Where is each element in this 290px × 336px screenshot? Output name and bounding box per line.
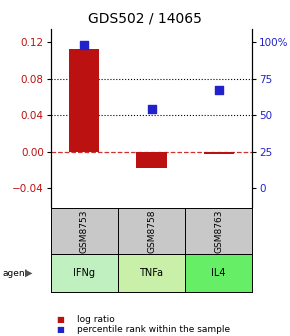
- Text: GDS502 / 14065: GDS502 / 14065: [88, 12, 202, 26]
- Point: [149, 107, 154, 112]
- Text: agent: agent: [3, 268, 29, 278]
- Text: ■: ■: [57, 316, 64, 324]
- Bar: [69, 49, 99, 152]
- Text: GSM8753: GSM8753: [80, 209, 89, 253]
- Point: [82, 42, 87, 48]
- Text: ■: ■: [57, 325, 64, 334]
- Text: percentile rank within the sample: percentile rank within the sample: [77, 325, 230, 334]
- Bar: [136, 152, 167, 168]
- Point: [216, 88, 221, 93]
- Text: IL4: IL4: [211, 268, 226, 278]
- Text: log ratio: log ratio: [77, 316, 115, 324]
- Text: GSM8758: GSM8758: [147, 209, 156, 253]
- Text: TNFa: TNFa: [139, 268, 164, 278]
- Bar: [204, 152, 234, 154]
- Text: ▶: ▶: [25, 268, 32, 278]
- Text: IFNg: IFNg: [73, 268, 95, 278]
- Text: GSM8763: GSM8763: [214, 209, 223, 253]
